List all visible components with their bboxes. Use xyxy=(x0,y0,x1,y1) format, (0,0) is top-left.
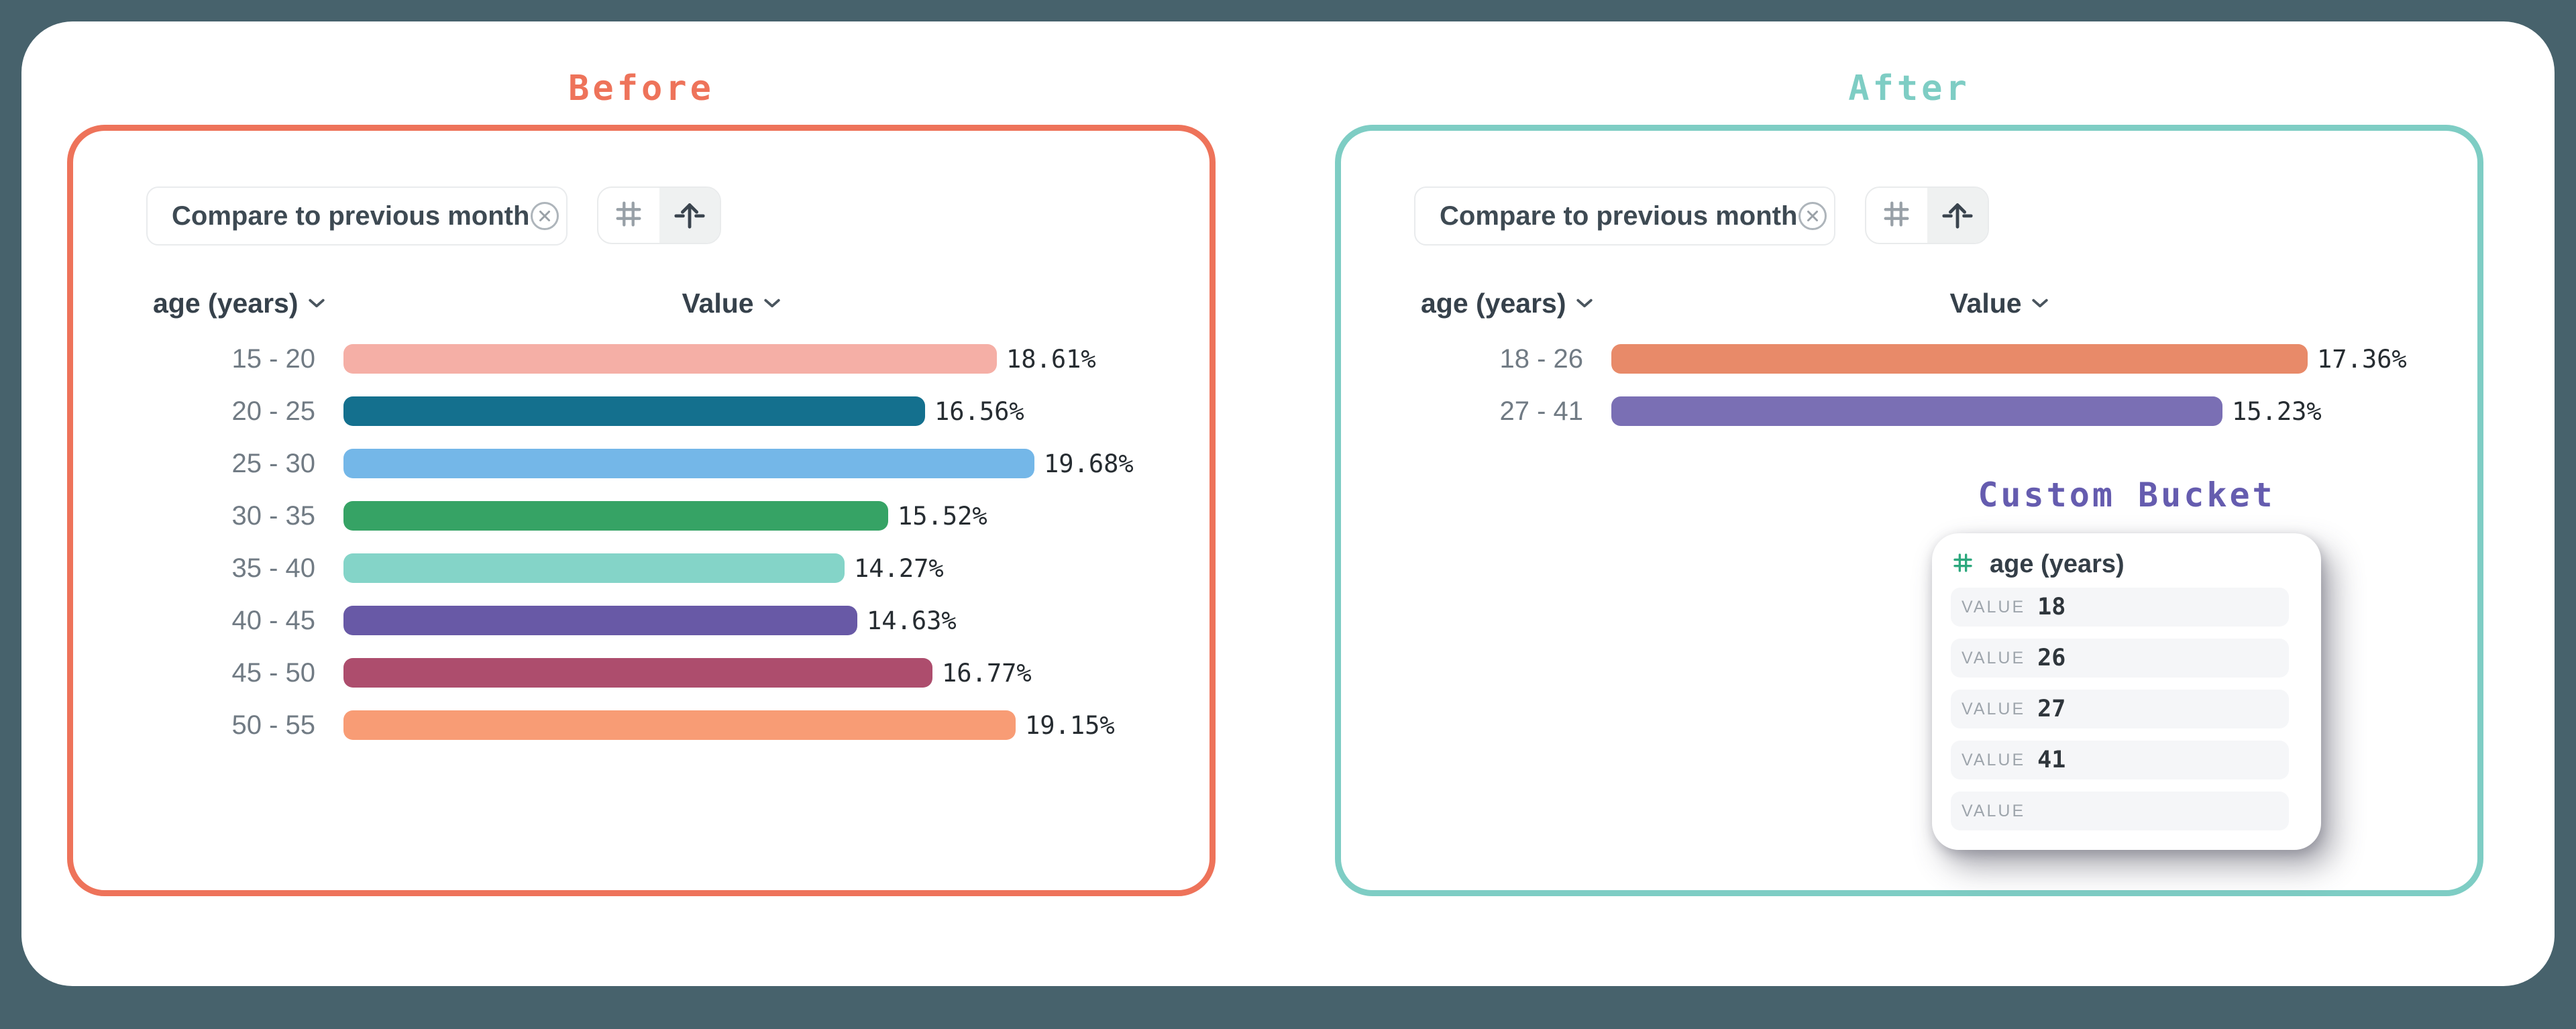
bar-value-label: 15.23% xyxy=(2232,396,2322,426)
axis-arrow-icon xyxy=(1941,197,1974,234)
bar-value-label: 14.63% xyxy=(867,606,957,635)
table-row: 20 - 25 16.56% xyxy=(101,385,1134,437)
value-field-label: VALUE xyxy=(1962,750,2026,769)
compare-filter-label: Compare to previous month xyxy=(1440,201,1798,231)
row-label: 35 - 40 xyxy=(231,553,315,583)
value-field-label: VALUE xyxy=(1962,699,2026,718)
value-field-label: VALUE xyxy=(1962,648,2026,667)
table-row: 50 - 55 19.15% xyxy=(101,699,1134,751)
dimension-header-label: age (years) xyxy=(1421,287,1566,319)
row-label: 15 - 20 xyxy=(231,343,315,374)
value-column-header[interactable]: Value xyxy=(1905,287,2093,319)
bar[interactable] xyxy=(1611,344,2308,374)
chevron-down-icon xyxy=(308,299,325,308)
compare-filter-chip[interactable]: Compare to previous month xyxy=(1414,186,1835,246)
value-field[interactable]: VALUE 26 xyxy=(1951,639,2289,678)
bar[interactable] xyxy=(343,449,1034,478)
format-toggle-group xyxy=(1865,186,1989,244)
bar-value-label: 16.77% xyxy=(942,658,1032,688)
bar[interactable] xyxy=(343,553,845,583)
bar-value-label: 16.56% xyxy=(934,396,1024,426)
bar[interactable] xyxy=(343,344,997,374)
row-label: 30 - 35 xyxy=(231,500,315,531)
before-title: Before xyxy=(568,68,714,109)
value-field[interactable]: VALUE 41 xyxy=(1951,741,2289,779)
chevron-down-icon xyxy=(1576,299,1593,308)
bar[interactable] xyxy=(1611,396,2222,426)
bar-value-label: 19.15% xyxy=(1025,710,1115,740)
hash-icon xyxy=(1881,199,1912,233)
custom-bucket-value-list: VALUE 18 VALUE 26 VALUE 27 VALUE 41 VALUE xyxy=(1951,588,2289,843)
value-field-value: 26 xyxy=(2037,645,2066,671)
before-bar-chart: 15 - 20 18.61% 20 - 25 16.56% 25 - 30 19.68% 3… xyxy=(101,333,1134,751)
bar[interactable] xyxy=(343,710,1016,740)
row-label: 40 - 45 xyxy=(231,605,315,635)
bar-value-label: 19.68% xyxy=(1044,449,1134,478)
table-row: 35 - 40 14.27% xyxy=(101,542,1134,594)
number-format-button[interactable] xyxy=(598,188,659,243)
format-toggle-group xyxy=(597,186,721,244)
value-field[interactable]: VALUE xyxy=(1951,792,2289,830)
value-header-label: Value xyxy=(1949,287,2022,319)
bar[interactable] xyxy=(343,501,888,531)
after-title: After xyxy=(1848,68,1970,109)
remove-filter-icon[interactable] xyxy=(529,201,560,231)
after-bar-chart: 18 - 26 17.36% 27 - 41 15.23% xyxy=(1368,333,2407,437)
bar-value-label: 18.61% xyxy=(1006,344,1096,374)
custom-bucket-popup: age (years) VALUE 18 VALUE 26 VALUE 27 VALUE 41… xyxy=(1932,533,2321,850)
value-column-header[interactable]: Value xyxy=(637,287,825,319)
value-field[interactable]: VALUE 27 xyxy=(1951,690,2289,728)
scale-format-button[interactable] xyxy=(659,188,720,243)
table-row: 18 - 26 17.36% xyxy=(1368,333,2407,385)
value-field-value: 41 xyxy=(2037,747,2066,773)
dimension-column-header[interactable]: age (years) xyxy=(153,287,325,319)
bar-value-label: 14.27% xyxy=(854,553,944,583)
row-label: 18 - 26 xyxy=(1499,343,1583,374)
row-label: 20 - 25 xyxy=(231,396,315,426)
dimension-header-label: age (years) xyxy=(153,287,299,319)
value-field-value: 27 xyxy=(2037,696,2066,722)
remove-filter-icon[interactable] xyxy=(1797,201,1828,231)
value-field[interactable]: VALUE 18 xyxy=(1951,588,2289,627)
table-row: 45 - 50 16.77% xyxy=(101,647,1134,699)
hash-icon xyxy=(1952,552,1974,577)
chevron-down-icon xyxy=(2031,299,2048,308)
row-label: 45 - 50 xyxy=(231,657,315,688)
table-row: 30 - 35 15.52% xyxy=(101,490,1134,542)
value-field-label: VALUE xyxy=(1962,801,2026,820)
row-label: 27 - 41 xyxy=(1499,396,1583,426)
custom-bucket-title: Custom Bucket xyxy=(1978,476,2275,514)
bar-value-label: 17.36% xyxy=(2317,344,2407,374)
value-header-label: Value xyxy=(682,287,754,319)
bar[interactable] xyxy=(343,606,857,635)
compare-filter-chip[interactable]: Compare to previous month xyxy=(146,186,568,246)
compare-filter-label: Compare to previous month xyxy=(172,201,530,231)
axis-arrow-icon xyxy=(673,197,706,234)
value-field-label: VALUE xyxy=(1962,597,2026,616)
custom-bucket-field: age (years) xyxy=(1952,549,2125,578)
scale-format-button[interactable] xyxy=(1927,188,1988,243)
table-row: 40 - 45 14.63% xyxy=(101,594,1134,647)
dimension-column-header[interactable]: age (years) xyxy=(1421,287,1593,319)
number-format-button[interactable] xyxy=(1866,188,1927,243)
custom-bucket-field-label: age (years) xyxy=(1990,549,2125,578)
table-row: 15 - 20 18.61% xyxy=(101,333,1134,385)
hash-icon xyxy=(613,199,644,233)
value-field-value: 18 xyxy=(2037,594,2066,620)
bar[interactable] xyxy=(343,658,932,688)
chevron-down-icon xyxy=(763,299,780,308)
table-row: 27 - 41 15.23% xyxy=(1368,385,2407,437)
bar[interactable] xyxy=(343,396,925,426)
bar-value-label: 15.52% xyxy=(898,501,987,531)
row-label: 50 - 55 xyxy=(231,710,315,740)
row-label: 25 - 30 xyxy=(231,448,315,478)
table-row: 25 - 30 19.68% xyxy=(101,437,1134,490)
